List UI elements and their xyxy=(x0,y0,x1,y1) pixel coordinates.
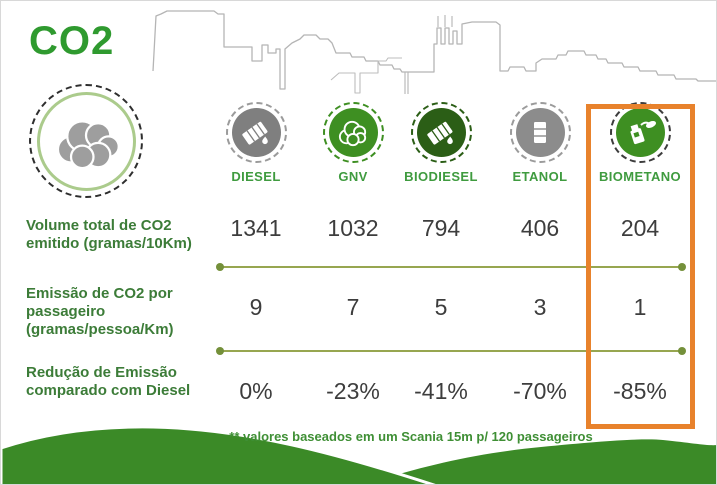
value-reducao-diesel: 0% xyxy=(239,378,273,404)
value-passageiro-biodiesel: 5 xyxy=(434,294,448,320)
hills-graphic xyxy=(1,425,716,484)
column-header-biodiesel: BIODIESEL xyxy=(393,102,489,184)
divider-dot xyxy=(216,263,224,271)
row-divider xyxy=(216,263,686,271)
value-volume-gnv: 1032 xyxy=(327,215,379,241)
column-header-biometano: BIOMETANO xyxy=(592,102,688,184)
value-passageiro-etanol: 3 xyxy=(533,294,547,320)
oil-barrel-stripes-drop-icon xyxy=(242,121,268,144)
column-header-etanol: ETANOL xyxy=(492,102,588,184)
barrel-icon xyxy=(534,121,546,143)
fuel-label-gnv: GNV xyxy=(338,169,368,184)
value-passageiro-diesel: 9 xyxy=(249,294,263,320)
divider-dot xyxy=(678,263,686,271)
fuel-label-diesel: DIESEL xyxy=(231,169,281,184)
page-title: CO2 xyxy=(29,19,115,63)
value-reducao-etanol: -70% xyxy=(513,378,567,404)
row-label-reducao-emissao: Redução de Emissão comparado com Diesel xyxy=(26,364,191,399)
fuel-label-etanol: ETANOL xyxy=(512,169,568,184)
column-header-diesel: DIESEL xyxy=(208,102,304,184)
fuel-nozzle-leaf-icon xyxy=(630,120,656,144)
value-reducao-biodiesel: -41% xyxy=(414,378,468,404)
value-passageiro-biometano: 1 xyxy=(633,294,647,320)
cloud-icon xyxy=(338,120,367,146)
value-volume-etanol: 406 xyxy=(520,215,560,241)
column-header-gnv: GNV xyxy=(305,102,401,184)
value-volume-diesel: 1341 xyxy=(230,215,282,241)
smoke-cloud-icon xyxy=(56,120,120,170)
value-reducao-gnv: -23% xyxy=(326,378,380,404)
fuel-label-biometano: BIOMETANO xyxy=(598,169,682,184)
value-volume-biometano: 204 xyxy=(620,215,660,241)
footnote: ** valores baseados em um Scania 15m p/ … xyxy=(229,429,593,444)
row-label-volume-total: Volume total de CO2 emitido (gramas/10Km… xyxy=(26,217,192,252)
value-passageiro-gnv: 7 xyxy=(346,294,360,320)
divider-dot xyxy=(678,347,686,355)
row-divider xyxy=(216,347,686,355)
oil-barrel-stripes-drop-icon xyxy=(427,121,453,144)
value-reducao-biometano: -85% xyxy=(613,378,667,404)
value-volume-biodiesel: 794 xyxy=(421,215,461,241)
city-skyline-icon xyxy=(152,10,716,94)
co2-cloud-badge xyxy=(29,84,143,198)
fuel-label-biodiesel: BIODIESEL xyxy=(404,169,478,184)
row-label-emissao-passageiro: Emissão de CO2 por passageiro (gramas/pe… xyxy=(26,285,174,338)
divider-dot xyxy=(216,347,224,355)
